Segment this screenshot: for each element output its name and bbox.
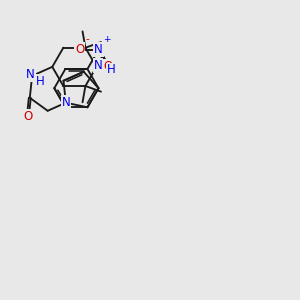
Text: N: N (26, 68, 35, 81)
Text: +: + (103, 35, 111, 44)
Text: -: - (85, 34, 89, 44)
Text: N: N (61, 96, 70, 109)
Text: O: O (75, 44, 84, 56)
Text: O: O (23, 110, 32, 123)
Text: H: H (36, 75, 45, 88)
Text: N: N (94, 59, 102, 72)
Text: O: O (103, 60, 112, 73)
Text: H: H (107, 63, 116, 76)
Text: N: N (94, 44, 103, 56)
